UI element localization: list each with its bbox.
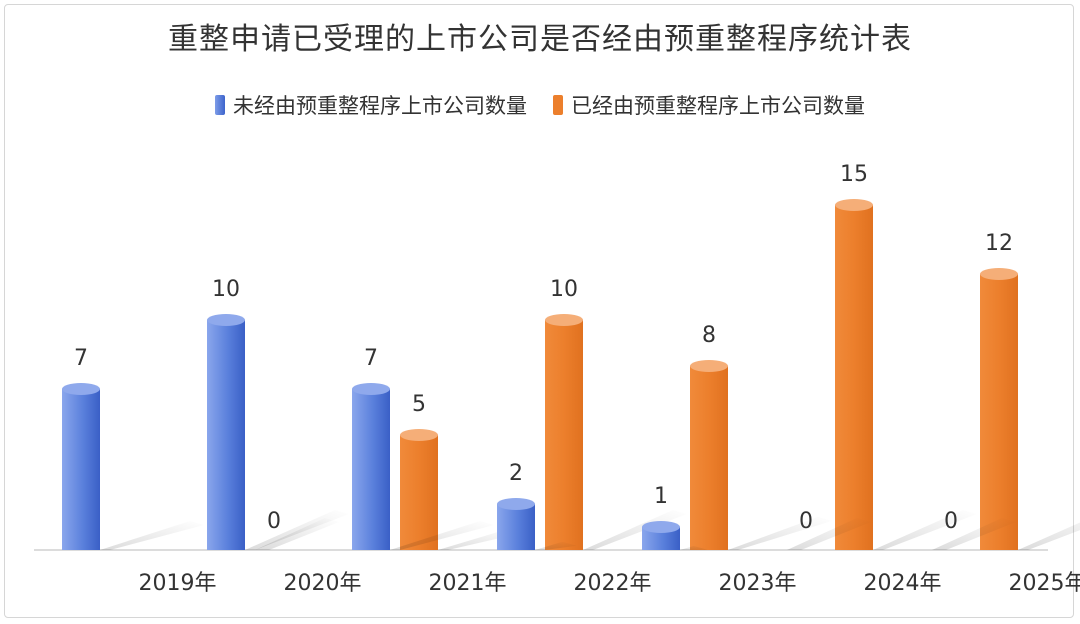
bar-with-prerestructuring-2023年 [835, 205, 873, 550]
data-label: 0 [799, 509, 813, 534]
data-label: 15 [840, 162, 868, 187]
bar-cap [835, 199, 873, 211]
data-label: 2 [509, 461, 523, 486]
bar-shadow-zero [932, 518, 1016, 550]
bar-with-prerestructuring-2022年 [690, 366, 728, 550]
bar-cap [980, 268, 1018, 280]
bar-without-prerestructuring-2019年 [62, 389, 100, 550]
bar-shadow [100, 521, 204, 550]
x-tick-label: 2025年 [1009, 571, 1080, 596]
data-label: 7 [74, 346, 88, 371]
bar-cap [352, 383, 390, 395]
bar-cap [545, 314, 583, 326]
x-tick-label: 2019年 [139, 571, 217, 596]
bar-shadow [680, 545, 708, 550]
data-label: 1 [654, 484, 668, 509]
bar-cap [497, 498, 535, 510]
data-label: 0 [267, 509, 281, 534]
data-label: 10 [212, 277, 240, 302]
bar-with-prerestructuring-2021年 [545, 320, 583, 550]
bar-shadow [390, 521, 494, 550]
bar-cap [62, 383, 100, 395]
data-label: 5 [412, 392, 426, 417]
legend-swatch-series-1 [215, 95, 225, 115]
data-label: 8 [702, 323, 716, 348]
bar-without-prerestructuring-2021年 [352, 389, 390, 550]
bar-shadow [535, 541, 577, 550]
bar-cap [690, 360, 728, 372]
legend-label-series-2: 已经由预重整程序上市公司数量 [571, 94, 865, 118]
legend-swatch-series-2 [553, 95, 563, 115]
bar-shadow [583, 510, 687, 550]
data-label: 7 [364, 346, 378, 371]
bar-shadow [245, 510, 349, 550]
bar-cap [400, 429, 438, 441]
x-tick-label: 2020年 [284, 571, 362, 596]
x-tick-label: 2023年 [719, 571, 797, 596]
chart-legend: 未经由预重整程序上市公司数量 已经由预重整程序上市公司数量 [0, 90, 1080, 120]
bar-shadow [728, 516, 832, 550]
bar-shadow-zero [255, 518, 339, 550]
chart-frame [4, 4, 1074, 618]
data-label: 12 [985, 231, 1013, 256]
bar-without-prerestructuring-2023年 [642, 527, 680, 550]
data-label: 0 [944, 509, 958, 534]
x-tick-label: 2022年 [574, 571, 652, 596]
x-tick-label: 2021年 [429, 571, 507, 596]
data-label: 10 [550, 277, 578, 302]
bar-without-prerestructuring-2022年 [497, 504, 535, 550]
bar-with-prerestructuring-2024年 [980, 274, 1018, 550]
bar-shadow [1018, 522, 1080, 550]
bar-without-prerestructuring-2020年 [207, 320, 245, 550]
bar-shadow-zero [787, 518, 871, 550]
bar-shadow [873, 510, 977, 550]
legend-item-series-2: 已经由预重整程序上市公司数量 [553, 90, 865, 120]
bar-cap [642, 521, 680, 533]
legend-label-series-1: 未经由预重整程序上市公司数量 [233, 94, 527, 118]
chart-title: 重整申请已受理的上市公司是否经由预重整程序统计表 [168, 22, 912, 57]
bar-with-prerestructuring-2020年 [400, 435, 438, 550]
legend-item-series-1: 未经由预重整程序上市公司数量 [215, 90, 527, 120]
x-tick-label: 2024年 [864, 571, 942, 596]
bar-cap [207, 314, 245, 326]
